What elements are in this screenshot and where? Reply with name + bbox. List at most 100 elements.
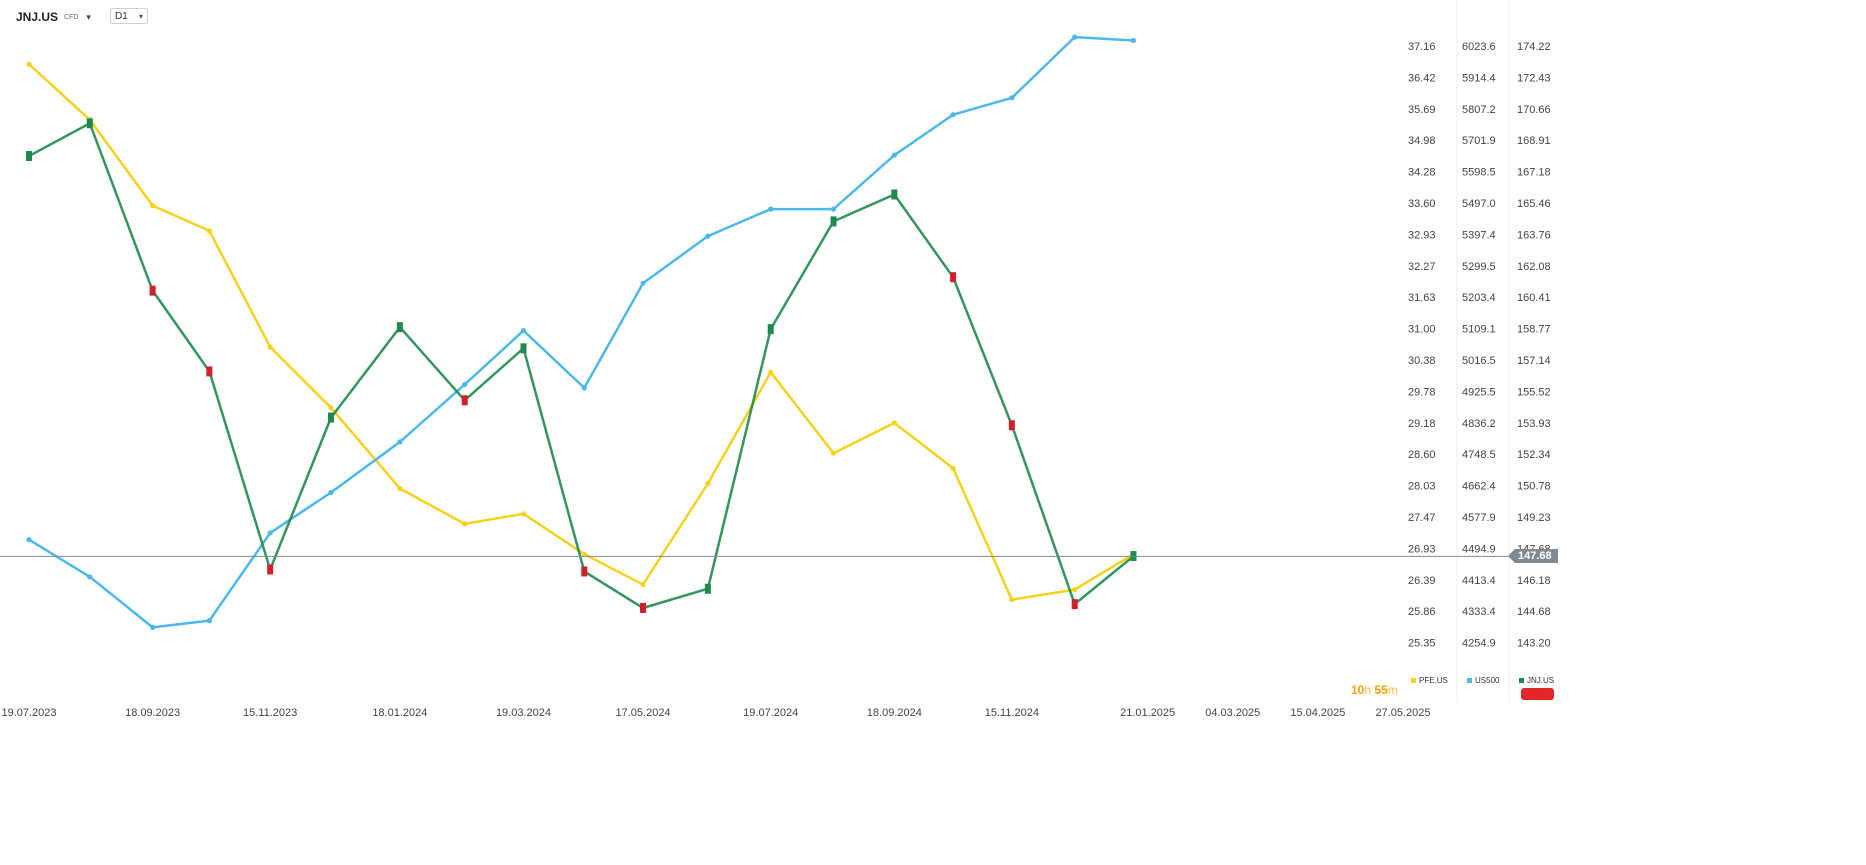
timeframe-value: D1 [115, 10, 128, 22]
pfe-axis-tick: 34.98 [1408, 135, 1436, 147]
us500-axis-tick: 4577.9 [1462, 512, 1496, 524]
jnj-candle [1071, 599, 1078, 610]
pfe-axis-tick: 26.39 [1408, 575, 1436, 587]
us500-axis-tick: 4662.4 [1462, 481, 1496, 493]
jnj-axis-tick: 149.23 [1517, 512, 1551, 524]
chevron-down-icon[interactable]: ▾ [86, 11, 91, 22]
date-axis-tick: 27.05.2025 [1375, 707, 1430, 719]
pfe-axis-tick: 25.86 [1408, 606, 1436, 618]
us500-axis-tick: 5807.2 [1462, 104, 1496, 116]
chevron-down-icon: ▾ [138, 11, 143, 21]
jnj-axis-tick: 157.14 [1517, 355, 1551, 367]
instrument-type-label: CFD [64, 13, 79, 21]
jnj-candle [86, 118, 93, 129]
us500-data-point [206, 618, 212, 624]
jnj-candle [1008, 420, 1015, 431]
us500-axis-tick: 5397.4 [1462, 229, 1496, 241]
us500-axis-tick: 5598.5 [1462, 167, 1496, 179]
date-axis-tick: 15.11.2024 [985, 707, 1039, 719]
countdown-hours: 10 [1351, 683, 1365, 697]
jnj-candle [206, 366, 213, 377]
jnj-candle [267, 564, 274, 575]
pfe-data-point [640, 581, 646, 588]
us500-axis-tick: 4413.4 [1462, 575, 1496, 587]
pfe-data-point [1072, 586, 1078, 593]
pfe-axis-tick: 27.47 [1408, 512, 1436, 524]
symbol-name[interactable]: JNJ.US [16, 10, 59, 24]
pfe-data-point [397, 485, 403, 492]
jnj-axis-tick: 160.41 [1517, 292, 1551, 304]
jnj-candle [26, 151, 32, 162]
jnj-axis-tick: 170.66 [1517, 104, 1551, 116]
jnj-axis-tick: 174.22 [1517, 41, 1551, 53]
jnj-axis-tick: 144.68 [1517, 606, 1551, 618]
remove-series-button[interactable] [1521, 688, 1554, 700]
us500-axis-tick: 4333.4 [1462, 606, 1496, 618]
us500-data-point [462, 381, 468, 388]
jnj-axis-tick: 158.77 [1517, 324, 1551, 336]
pfe-axis-tick: 30.38 [1408, 355, 1436, 367]
pfe-data-point [267, 344, 273, 350]
legend-item-pfe[interactable]: PFE.US [1411, 676, 1448, 685]
us500-axis-tick: 4748.5 [1462, 449, 1496, 461]
countdown-hours-unit: h [1364, 683, 1372, 697]
jnj-axis-tick: 153.93 [1517, 418, 1551, 430]
symbol-header[interactable]: JNJ.US CFD ▾ [16, 8, 91, 26]
pfe-axis-tick: 28.03 [1408, 481, 1436, 493]
us500-series-line [28, 35, 1134, 629]
jnj-axis-tick: 155.52 [1517, 386, 1551, 398]
jnj-candle [640, 602, 647, 613]
legend-item-us500[interactable]: US500 [1467, 676, 1499, 685]
pfe-data-point [830, 450, 837, 456]
pfe-axis-tick: 31.63 [1408, 292, 1436, 304]
us500-axis-tick: 5203.4 [1462, 292, 1496, 304]
date-axis-tick: 19.07.2024 [743, 707, 798, 719]
jnj-candle [581, 566, 588, 577]
us500-axis-tick: 4836.2 [1462, 418, 1496, 430]
us500-data-point [891, 152, 897, 158]
jnj-candle [461, 395, 468, 406]
pfe-axis-tick: 28.60 [1408, 449, 1436, 461]
pfe-data-point [581, 551, 587, 557]
us500-axis-tick: 4494.9 [1462, 543, 1496, 555]
jnj-candle [891, 189, 898, 200]
jnj-axis-tick: 146.18 [1517, 575, 1551, 587]
us500-axis-tick: 5701.9 [1462, 135, 1496, 147]
jnj-axis-tick: 172.43 [1517, 72, 1551, 84]
candle-countdown: 10h 55m [1351, 683, 1398, 697]
pfe-axis-tick: 32.93 [1408, 229, 1436, 241]
date-axis-tick: 17.05.2024 [616, 707, 671, 719]
timeframe-select[interactable]: D1 ▾ [110, 8, 148, 24]
price-tag-shape [1508, 549, 1558, 564]
us500-data-point [950, 112, 956, 118]
legend-label: JNJ.US [1527, 676, 1555, 685]
pfe-data-point [705, 480, 711, 487]
us500-axis-tick: 5016.5 [1462, 355, 1496, 367]
current-price-value: 147.68 [1518, 550, 1552, 563]
jnj-candle [149, 285, 156, 296]
pfe-data-point [206, 228, 212, 234]
pfe-data-point [950, 465, 956, 471]
legend-swatch [1467, 678, 1472, 683]
pfe-axis-tick: 31.00 [1408, 324, 1436, 336]
legend-item-jnj[interactable]: JNJ.US [1519, 676, 1554, 685]
pfe-axis-tick: 32.27 [1408, 261, 1436, 273]
us500-axis-tick: 4925.5 [1462, 386, 1496, 398]
date-axis-tick: 18.09.2024 [867, 707, 922, 719]
legend-swatch [1411, 678, 1416, 683]
pfe-data-point [26, 61, 32, 67]
countdown-minutes-unit: m [1387, 683, 1398, 697]
date-axis-tick: 15.11.2023 [243, 707, 297, 719]
pfe-data-point [768, 369, 774, 375]
jnj-candle [950, 272, 957, 283]
pfe-data-point [462, 521, 468, 527]
pfe-series-line [28, 63, 1135, 601]
us500-axis-tick: 4254.9 [1462, 638, 1496, 650]
date-axis-tick: 19.07.2023 [1, 707, 56, 719]
pfe-axis-tick: 26.93 [1408, 543, 1436, 555]
pfe-axis-tick: 25.35 [1408, 638, 1436, 650]
legend-label: PFE.US [1419, 676, 1448, 685]
legend-label: US500 [1475, 676, 1500, 685]
pfe-data-point [891, 420, 897, 426]
